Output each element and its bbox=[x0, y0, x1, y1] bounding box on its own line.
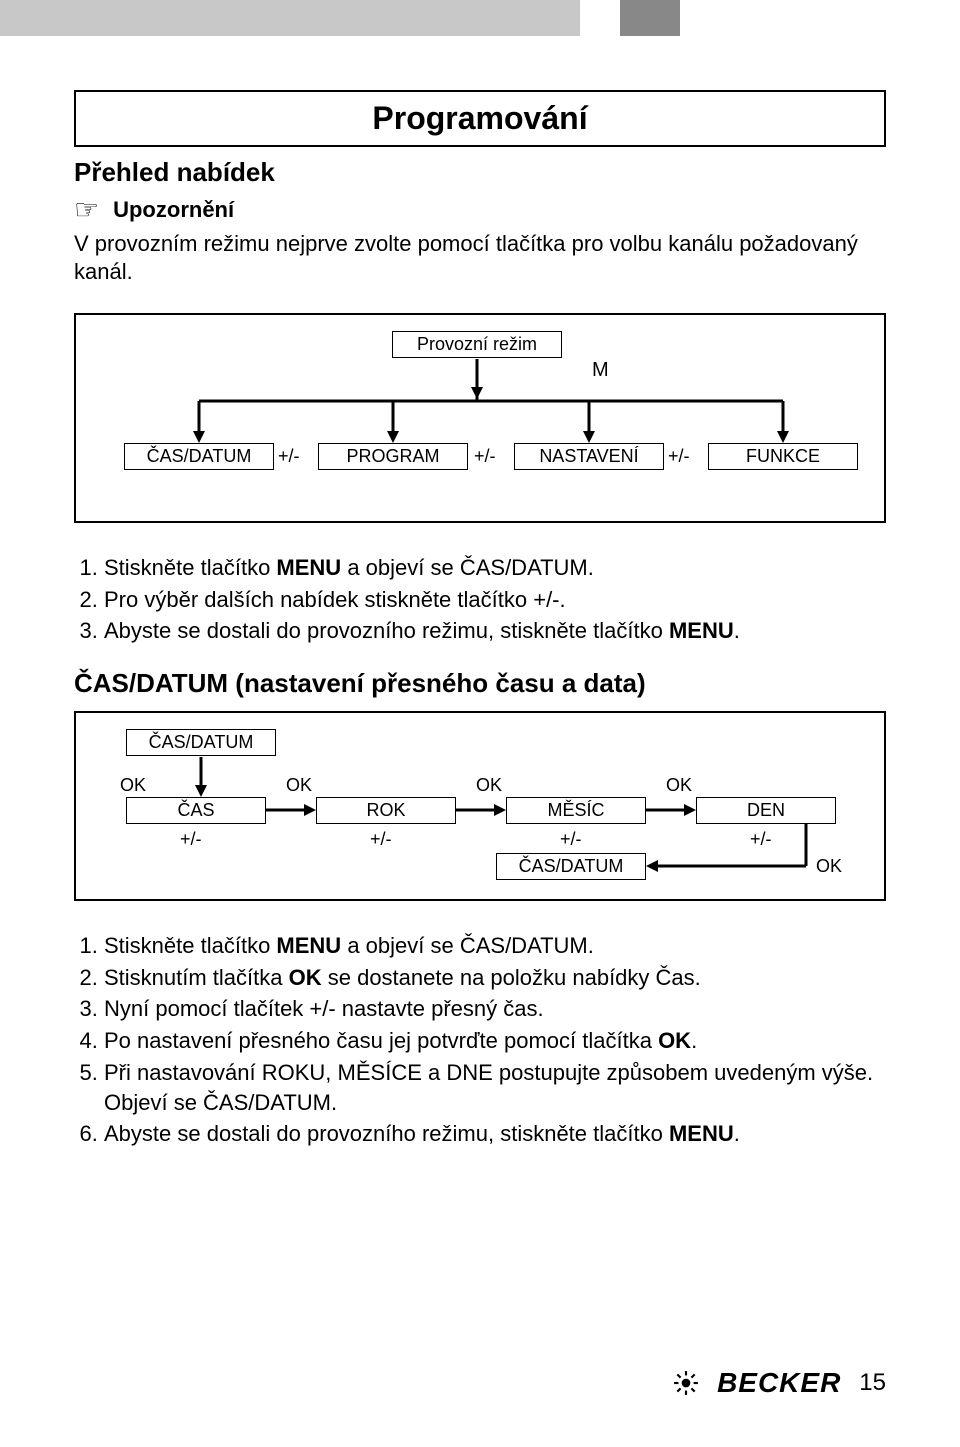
step-item: Abyste se dostali do provozního režimu, … bbox=[104, 616, 886, 646]
flow-ok-label: OK bbox=[816, 856, 842, 877]
step-item: Při nastavování ROKU, MĚSÍCE a DNE postu… bbox=[104, 1058, 886, 1117]
page-title-box: Programování bbox=[74, 90, 886, 147]
flow-pm-label: +/- bbox=[370, 829, 392, 850]
flow-pm-label: +/- bbox=[560, 829, 582, 850]
flow-node: ČAS bbox=[126, 797, 266, 824]
step-item: Abyste se dostali do provozního režimu, … bbox=[104, 1119, 886, 1149]
step-item: Stiskněte tlačítko MENU a objeví se ČAS/… bbox=[104, 553, 886, 583]
brand-logo-icon bbox=[673, 1370, 699, 1396]
flow-node: ROK bbox=[316, 797, 456, 824]
step-item: Stisknutím tlačítka OK se dostanete na p… bbox=[104, 963, 886, 993]
flow-node: DEN bbox=[696, 797, 836, 824]
tree-leaf: PROGRAM bbox=[318, 443, 468, 470]
flow-ok-label: OK bbox=[476, 775, 502, 796]
tree-separator: +/- bbox=[474, 446, 496, 467]
page-footer: BECKER 15 bbox=[673, 1367, 886, 1399]
pointing-hand-icon: ☞ bbox=[74, 196, 99, 224]
tree-separator: +/- bbox=[668, 446, 690, 467]
tree-leaf: ČAS/DATUM bbox=[124, 443, 274, 470]
flow-root-node: ČAS/DATUM bbox=[126, 729, 276, 756]
page-title: Programování bbox=[76, 100, 884, 137]
flow-ok-label: OK bbox=[120, 775, 146, 796]
flow-pm-label: +/- bbox=[750, 829, 772, 850]
header-decoration bbox=[0, 0, 960, 36]
notice-text: V provozním režimu nejprve zvolte pomocí… bbox=[74, 230, 886, 285]
flow-return-node: ČAS/DATUM bbox=[496, 853, 646, 880]
tree-leaf: NASTAVENÍ bbox=[514, 443, 664, 470]
tree-root-node: Provozní režim bbox=[392, 331, 562, 358]
tree-separator: +/- bbox=[278, 446, 300, 467]
flow-node: MĚSÍC bbox=[506, 797, 646, 824]
tree-leaf: FUNKCE bbox=[708, 443, 858, 470]
step-item: Pro výběr dalších nabídek stiskněte tlač… bbox=[104, 585, 886, 615]
time-date-flow-diagram: ČAS/DATUM OK OK OK OK ČAS ROK MĚSÍC DEN … bbox=[74, 711, 886, 901]
step-item: Stiskněte tlačítko MENU a objeví se ČAS/… bbox=[104, 931, 886, 961]
step-item: Nyní pomocí tlačítek +/- nastavte přesný… bbox=[104, 994, 886, 1024]
steps-list-1: Stiskněte tlačítko MENU a objeví se ČAS/… bbox=[74, 553, 886, 646]
flow-pm-label: +/- bbox=[180, 829, 202, 850]
flow-ok-label: OK bbox=[666, 775, 692, 796]
section-subhead: Přehled nabídek bbox=[74, 157, 886, 188]
menu-tree-diagram: Provozní režim M ČAS/DATUM +/- PROGRAM +… bbox=[74, 313, 886, 523]
flow-ok-label: OK bbox=[286, 775, 312, 796]
tree-branch-label: M bbox=[592, 359, 609, 382]
notice-block: ☞ Upozornění V provozním režimu nejprve … bbox=[74, 196, 886, 285]
page-number: 15 bbox=[859, 1369, 886, 1397]
notice-label: Upozornění bbox=[113, 197, 234, 223]
step-item: Po nastavení přesného času jej potvrďte … bbox=[104, 1026, 886, 1056]
section2-title: ČAS/DATUM (nastavení přesného času a dat… bbox=[74, 668, 886, 699]
steps-list-2: Stiskněte tlačítko MENU a objeví se ČAS/… bbox=[74, 931, 886, 1149]
brand-name: BECKER bbox=[717, 1367, 841, 1399]
